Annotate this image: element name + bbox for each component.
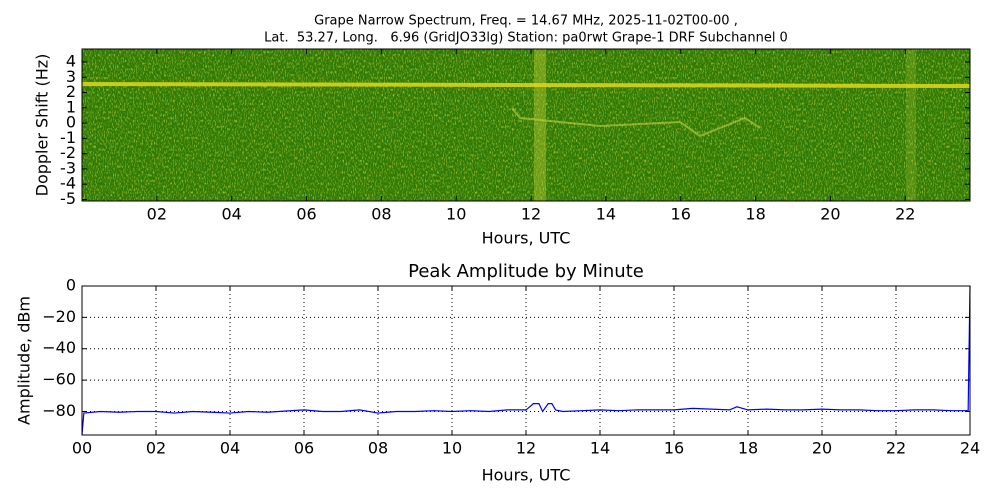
x-tick-label: 10 bbox=[446, 205, 466, 224]
x-tick-label: 18 bbox=[738, 439, 758, 458]
x-tick-label: 06 bbox=[294, 439, 314, 458]
x-tick-label: 16 bbox=[671, 205, 691, 224]
spectrogram-burst bbox=[534, 49, 546, 201]
x-tick-label: 08 bbox=[371, 205, 391, 224]
x-tick-label: 08 bbox=[368, 439, 388, 458]
spectrogram-trace bbox=[511, 107, 761, 138]
y-tick-label: 1 bbox=[66, 97, 76, 116]
spectrogram-carrier bbox=[81, 82, 971, 88]
y-tick-label: -3 bbox=[60, 158, 76, 177]
spectrogram-texture bbox=[82, 49, 970, 201]
x-tick-label: 22 bbox=[886, 439, 906, 458]
x-tick-label: 12 bbox=[516, 439, 536, 458]
x-tick-label: 14 bbox=[596, 205, 616, 224]
y-tick-label: -1 bbox=[60, 128, 76, 147]
y-tick-label: -2 bbox=[60, 143, 76, 162]
x-tick-label: 22 bbox=[895, 205, 915, 224]
y-tick-label: −40 bbox=[42, 338, 76, 357]
x-tick-label: 18 bbox=[745, 205, 765, 224]
y-tick-label: 0 bbox=[66, 276, 76, 295]
y-tick-label: -4 bbox=[60, 174, 76, 193]
x-tick-label: 04 bbox=[222, 205, 242, 224]
plot-frame bbox=[81, 285, 971, 436]
y-tick-label: −20 bbox=[42, 307, 76, 326]
chart-title: Grape Narrow Spectrum, Freq. = 14.67 MHz… bbox=[314, 14, 738, 29]
x-tick-label: 14 bbox=[590, 439, 610, 458]
y-tick-label: −80 bbox=[42, 401, 76, 420]
y-axis-label: Doppler Shift (Hz) bbox=[33, 54, 52, 197]
y-axis-label: Amplitude, dBm bbox=[15, 296, 34, 425]
chart-layer: Grape Narrow Spectrum, Freq. = 14.67 MHz… bbox=[15, 14, 981, 485]
x-tick-label: 02 bbox=[146, 439, 166, 458]
x-tick-label: 06 bbox=[296, 205, 316, 224]
chart-title: Peak Amplitude by Minute bbox=[408, 261, 644, 282]
y-tick-label: 2 bbox=[66, 82, 76, 101]
chart-title: Lat. 53.27, Long. 6.96 (GridJO33lg) Stat… bbox=[264, 31, 788, 46]
x-tick-label: 10 bbox=[442, 439, 462, 458]
x-tick-label: 24 bbox=[960, 439, 980, 458]
x-tick-label: 20 bbox=[820, 205, 840, 224]
x-tick-label: 20 bbox=[812, 439, 832, 458]
y-tick-label: −60 bbox=[42, 370, 76, 389]
y-tick-label: 3 bbox=[66, 67, 76, 86]
x-tick-label: 00 bbox=[72, 439, 92, 458]
y-tick-label: -5 bbox=[60, 189, 76, 208]
y-tick-label: 0 bbox=[66, 113, 76, 132]
spectrogram-burst bbox=[906, 49, 916, 201]
x-tick-label: 12 bbox=[521, 205, 541, 224]
x-tick-label: 04 bbox=[220, 439, 240, 458]
y-tick-label: 4 bbox=[66, 51, 76, 70]
line-series bbox=[81, 285, 971, 436]
plot-frame bbox=[81, 48, 971, 202]
x-axis-label: Hours, UTC bbox=[482, 466, 571, 485]
x-tick-label: 16 bbox=[664, 439, 684, 458]
x-axis-label: Hours, UTC bbox=[482, 229, 571, 248]
x-tick-label: 02 bbox=[147, 205, 167, 224]
